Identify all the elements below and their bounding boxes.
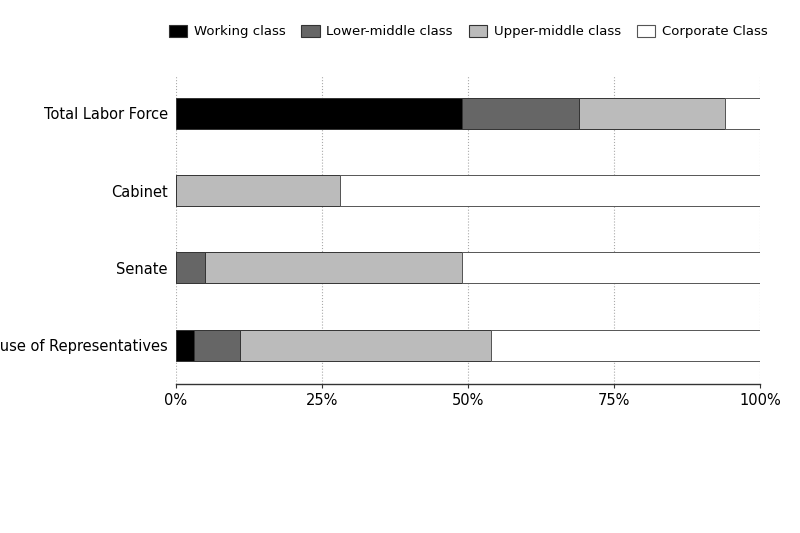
Legend: Working class, Lower-middle class, Upper-middle class, Corporate Class: Working class, Lower-middle class, Upper… [163, 19, 773, 44]
Bar [240, 329, 491, 360]
Bar [462, 253, 760, 284]
Bar [339, 175, 760, 206]
Bar [176, 253, 205, 284]
Bar [491, 329, 760, 360]
Bar [725, 98, 760, 129]
Bar [176, 329, 194, 360]
Bar [462, 98, 579, 129]
Bar [176, 98, 462, 129]
Bar [194, 329, 240, 360]
Bar [205, 253, 462, 284]
Bar [176, 175, 339, 206]
Bar [579, 98, 725, 129]
